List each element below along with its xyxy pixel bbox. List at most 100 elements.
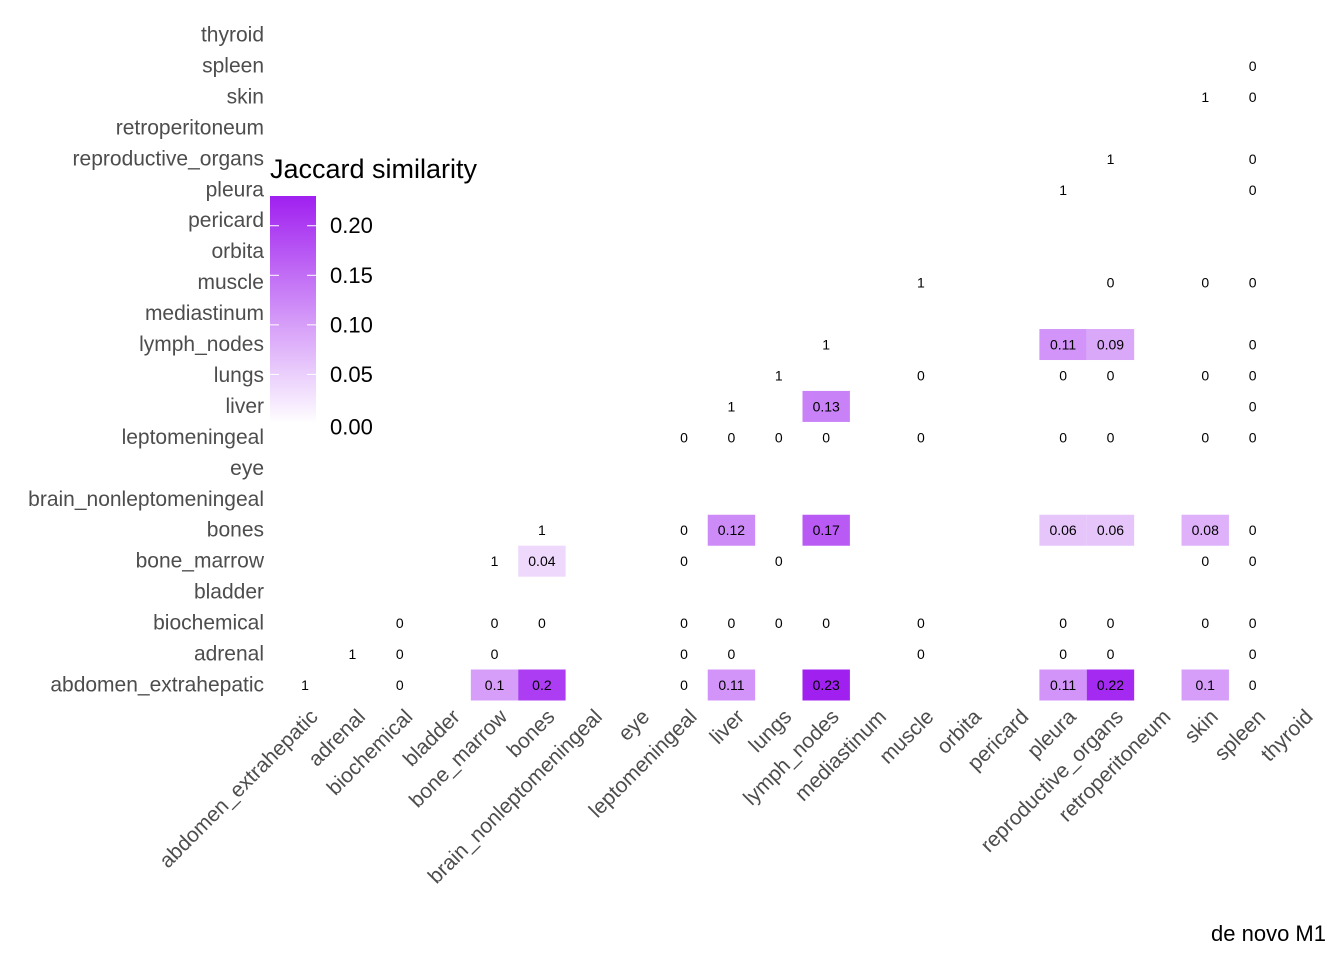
cell-label: 0 [1201,429,1209,445]
legend-title: Jaccard similarity [270,154,478,184]
cell-label: 0 [1249,677,1257,693]
cell-label: 0.17 [813,522,840,538]
cell-label: 0 [396,646,404,662]
cell-label: 0 [680,677,688,693]
y-tick-label: pericard [188,209,264,232]
cell-label: 0 [680,522,688,538]
legend-tick-label: 0.20 [330,213,373,238]
cells-layer: 1 0 0.1 0.2 0 0.11 0.23 0.11 0.22 0.1 01 0 0 0 0 0 0 0 00 0… [301,58,1257,701]
cell-label: 0.11 [1050,677,1076,693]
cell-label: 0 [1249,275,1257,291]
cell-label: 1 [775,367,783,383]
cell-label: 0 [1201,275,1209,291]
cell-label: 1 [301,677,309,693]
cell-label: 0 [680,553,688,569]
y-tick-label: brain_nonleptomeningeal [28,488,264,511]
cell-label: 1 [1201,89,1209,105]
cell-label: 1 [1107,151,1115,167]
y-tick-label: muscle [197,271,264,294]
cell-label: 0.09 [1097,337,1124,353]
cell-label: 1 [491,553,499,569]
y-tick-label: adrenal [194,643,264,666]
x-tick-label: liver [705,705,748,748]
y-tick-label: orbita [211,240,264,263]
cell-label: 0 [1107,275,1115,291]
y-tick-label: mediastinum [145,302,264,325]
cell-label: 0 [1249,646,1257,662]
heatmap-cell [1039,329,1087,361]
x-tick-label: muscle [875,705,938,768]
legend-tick-label: 0.10 [330,312,373,337]
cell-label: 0.08 [1192,522,1219,538]
cell-label: 0 [728,646,736,662]
cell-label: 0 [1201,615,1209,631]
cell-label: 0 [1059,615,1067,631]
cell-label: 0 [1249,182,1257,198]
cell-label: 0 [1249,615,1257,631]
cell-label: 0.06 [1097,522,1124,538]
cell-label: 1 [348,646,356,662]
cell-label: 0 [680,429,688,445]
heatmap-cell [470,669,519,701]
y-tick-label: liver [225,395,264,418]
heatmap-cell [518,669,566,701]
y-tick-label: bones [207,519,264,542]
legend-tick-label: 0.15 [330,263,373,288]
y-tick-label: thyroid [201,24,264,47]
heatmap-cell [518,545,566,577]
cell-label: 0 [1249,367,1257,383]
cell-label: 0 [538,615,546,631]
cell-label: 1 [1059,182,1067,198]
cell-label: 0 [1249,89,1257,105]
heatmap-cell [802,669,850,701]
cell-label: 0.13 [813,398,840,414]
cell-label: 0 [1107,367,1115,383]
cell-label: 0.06 [1049,522,1076,538]
cell-label: 0.1 [485,677,505,693]
heatmap-cell [1039,669,1087,701]
cell-label: 0 [822,429,830,445]
cell-label: 0 [1201,367,1209,383]
y-tick-label: pleura [206,178,265,201]
cell-label: 0 [917,429,925,445]
heatmap-cell [1181,669,1229,701]
cell-label: 0 [1107,646,1115,662]
cell-label: 0.11 [718,677,744,693]
x-tick-label: thyroid [1257,705,1318,766]
y-tick-label: spleen [202,54,264,77]
legend-colorbar [270,196,316,424]
heatmap-cell [707,669,756,701]
legend-tick-label: 0.05 [330,362,373,387]
cell-label: 0 [775,615,783,631]
cell-label: 0 [917,646,925,662]
cell-label: 0 [680,615,688,631]
cell-label: 1 [538,522,546,538]
cell-label: 0 [1107,615,1115,631]
y-tick-label: eye [230,457,264,480]
y-tick-label: reproductive_organs [73,147,264,170]
heatmap-cell [802,514,850,546]
cell-label: 0.12 [718,522,745,538]
y-tick-label: lymph_nodes [139,333,264,356]
heatmap-cell [1086,514,1135,546]
heatmap-cell [1086,329,1135,361]
cell-label: 0 [1249,58,1257,74]
legend-tick-label: 0.00 [330,415,373,440]
cell-label: 0.23 [813,677,840,693]
cell-label: 1 [822,337,830,353]
y-tick-label: retroperitoneum [116,116,264,139]
y-tick-label: abdomen_extrahepatic [50,674,264,697]
x-tick-label: spleen [1210,705,1270,765]
cell-label: 0 [396,615,404,631]
cell-label: 0 [1249,522,1257,538]
cell-label: 0 [1249,337,1257,353]
y-tick-label: bladder [194,581,264,604]
cell-label: 0 [491,615,499,631]
color-legend: Jaccard similarity 0.00 0.05 0.10 0.15 0.20 [270,154,478,440]
cell-label: 0 [1059,646,1067,662]
cell-label: 0.04 [528,553,555,569]
legend-ticks: 0.00 0.05 0.10 0.15 0.20 [270,213,373,440]
cell-label: 0 [775,553,783,569]
cell-label: 0 [396,677,404,693]
cell-label: 0 [917,615,925,631]
